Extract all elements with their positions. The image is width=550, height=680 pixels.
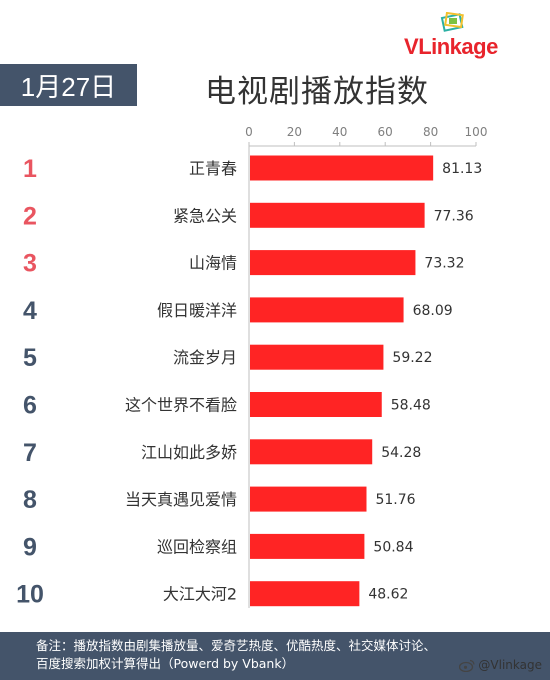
category-label: 巡回检察组: [157, 537, 237, 556]
footer-line-1: 备注：播放指数由剧集播放量、爱奇艺热度、优酷热度、社交媒体讨论、: [36, 638, 437, 653]
category-label: 正青春: [189, 159, 237, 178]
rank-number: 7: [23, 439, 37, 467]
logo-frames-icon: [440, 12, 464, 32]
category-label: 这个世界不看脸: [125, 396, 237, 415]
rank-number: 8: [23, 486, 37, 514]
bar: [250, 297, 404, 323]
category-label: 大江大河2: [163, 585, 237, 604]
rank-number: 2: [23, 202, 37, 230]
rank-number: 5: [23, 344, 37, 372]
category-label: 假日暖洋洋: [157, 301, 237, 320]
x-tick-label: 60: [378, 125, 393, 139]
value-label: 48.62: [368, 587, 408, 603]
bar: [250, 250, 416, 276]
bar: [250, 344, 384, 370]
value-label: 50.84: [373, 539, 413, 555]
chart-title: 电视剧播放指数: [205, 74, 429, 110]
value-label: 59.22: [392, 350, 432, 366]
x-tick-label: 100: [465, 125, 488, 139]
rank-number: 9: [23, 533, 37, 561]
category-label: 当天真遇见爱情: [125, 490, 237, 509]
value-label: 77.36: [434, 208, 474, 224]
value-label: 58.48: [391, 398, 431, 414]
weibo-icon: [459, 659, 476, 672]
rank-number: 6: [23, 392, 37, 420]
category-label: 山海情: [189, 254, 237, 273]
value-label: 51.76: [375, 492, 415, 508]
x-tick-label: 40: [332, 125, 347, 139]
rank-number: 3: [23, 250, 37, 278]
bar-chart: 0 20 40 60 80 100 1 正青春 81.13 2 紧急公关 77.36 3 山海情 73.32…: [16, 125, 488, 609]
value-label: 73.32: [424, 256, 464, 272]
watermark-text: @Vlinkage: [478, 658, 542, 672]
bar: [250, 486, 367, 512]
x-tick-label: 80: [423, 125, 438, 139]
value-label: 54.28: [381, 445, 421, 461]
rank-number: 1: [23, 155, 37, 183]
logo-text: VLinkage: [404, 34, 498, 59]
rank-number: 4: [23, 297, 37, 325]
vlinkage-logo: VLinkage: [404, 12, 534, 59]
x-tick-label: 0: [245, 125, 253, 139]
bar: [250, 439, 373, 465]
footer-line-2: 百度搜索加权计算得出（Powerd by Vbank）: [36, 656, 295, 671]
category-label: 紧急公关: [173, 206, 237, 225]
bar: [250, 581, 360, 607]
footer-note: 备注：播放指数由剧集播放量、爱奇艺热度、优酷热度、社交媒体讨论、 百度搜索加权计…: [0, 632, 550, 680]
rank-number: 10: [16, 581, 44, 609]
bar: [250, 392, 382, 417]
value-label: 81.13: [442, 161, 482, 177]
category-label: 江山如此多娇: [141, 443, 237, 462]
bar: [250, 202, 425, 228]
value-label: 68.09: [413, 303, 453, 319]
x-tick-label: 20: [287, 125, 302, 139]
date-badge: 1月27日: [0, 64, 137, 106]
bar: [250, 533, 365, 559]
bar: [250, 155, 434, 181]
weibo-watermark: @Vlinkage: [459, 658, 542, 672]
category-label: 流金岁月: [173, 348, 237, 367]
